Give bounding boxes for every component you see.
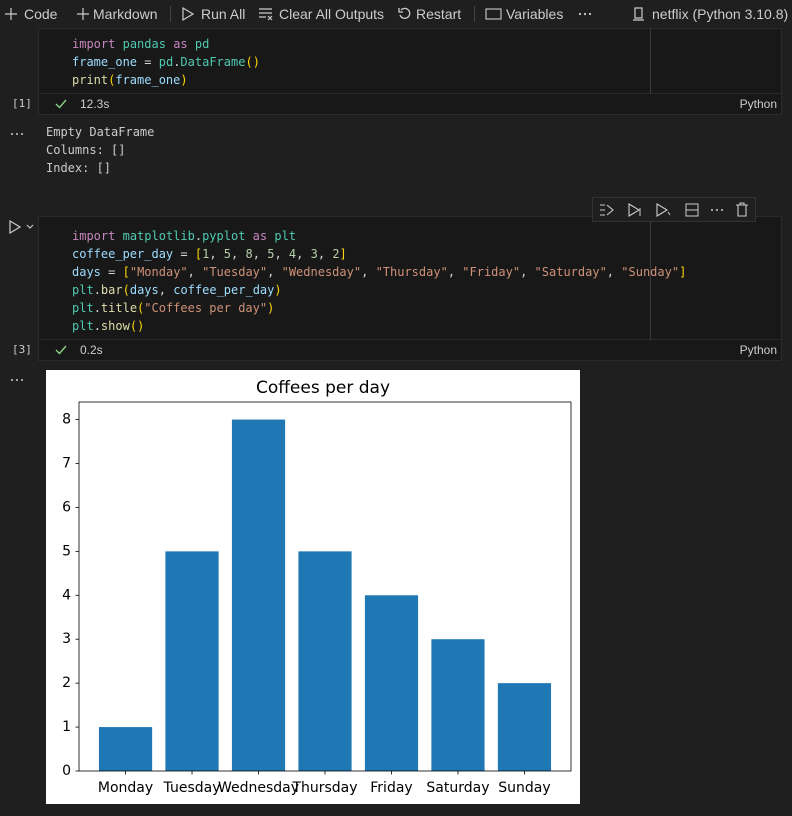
code-line: coffee_per_day = [1, 5, 8, 5, 4, 3, 2]	[72, 247, 347, 261]
clear-outputs-button[interactable]: Clear All Outputs	[279, 6, 385, 22]
variables-button[interactable]: Variables	[506, 6, 564, 22]
more-button[interactable]	[710, 208, 724, 212]
separator	[474, 6, 475, 22]
x-tick-label: Monday	[98, 780, 153, 796]
run-all-button[interactable]: Run All	[201, 6, 246, 22]
add-markdown-button[interactable]: Markdown	[93, 6, 158, 22]
success-check	[55, 99, 67, 109]
y-tick-label: 3	[62, 631, 71, 647]
code-line: import matplotlib.pyplot as plt	[72, 229, 297, 243]
restart-icon	[398, 7, 411, 19]
restart-button[interactable]: Restart	[416, 6, 462, 22]
code-line: import pandas as pd	[72, 37, 210, 51]
variables-icon	[485, 8, 502, 20]
bar	[298, 551, 352, 771]
chart-title: Coffees per day	[256, 378, 390, 398]
execution-count: [1]	[12, 97, 32, 110]
axes-frame	[78, 401, 572, 772]
cell-toolbar	[592, 197, 756, 222]
x-tick-label: Wednesday	[218, 780, 299, 796]
toolbar: Code Markdown Run All Clear All Outputs …	[0, 0, 792, 28]
x-tick-label: Tuesday	[163, 780, 221, 796]
code-editor[interactable]	[38, 216, 782, 340]
execution-time: 12.3s	[80, 97, 110, 111]
bar	[364, 595, 419, 771]
code-line: plt.bar(days, coffee_per_day)	[72, 283, 282, 297]
run-by-line-button[interactable]	[599, 202, 615, 218]
x-tick-label: Friday	[370, 780, 412, 796]
code-line: plt.show()	[72, 319, 145, 333]
cell-status-bar	[38, 340, 782, 361]
clear-icon	[259, 8, 273, 21]
plus-icon	[77, 8, 89, 20]
run-cell-button[interactable]	[8, 220, 38, 234]
output-line: Index: []	[46, 161, 112, 175]
output-menu[interactable]	[10, 378, 24, 382]
ruler	[650, 216, 651, 340]
more-icon[interactable]	[578, 12, 592, 16]
bar	[431, 639, 485, 771]
code-line: frame_one = pd.DataFrame()	[72, 55, 260, 69]
x-tick-label: Sunday	[498, 780, 550, 796]
y-tick-label: 6	[62, 499, 71, 515]
split-cell-button[interactable]	[684, 202, 700, 218]
bar	[98, 727, 153, 771]
kernel-picker[interactable]: netflix (Python 3.10.8)	[652, 6, 789, 22]
delete-cell-button[interactable]	[735, 202, 749, 218]
bar	[497, 683, 552, 771]
run-all-icon	[182, 6, 195, 22]
kernel-icon	[633, 7, 644, 21]
code-editor[interactable]	[38, 28, 782, 94]
run-above-button[interactable]	[627, 202, 643, 218]
output-menu[interactable]	[10, 132, 24, 136]
separator	[170, 6, 171, 22]
cell-language[interactable]: Python	[739, 97, 777, 111]
y-tick-label: 4	[62, 587, 71, 603]
success-check	[55, 345, 67, 355]
y-tick-label: 2	[62, 675, 71, 691]
y-tick-label: 0	[62, 763, 71, 779]
code-line: days = ["Monday", "Tuesday", "Wednesday"…	[72, 265, 687, 279]
y-tick-label: 8	[62, 412, 71, 428]
code-line: plt.title("Coffees per day")	[72, 301, 275, 315]
ruler	[650, 28, 651, 94]
cell-language[interactable]: Python	[739, 343, 777, 357]
output-line: Columns: []	[46, 143, 126, 157]
execution-count: [3]	[12, 343, 32, 356]
run-below-button[interactable]	[655, 202, 671, 218]
chart: Coffees per day Monday TuesdayWednesdayTh…	[46, 370, 580, 804]
cell-status-bar	[38, 94, 782, 115]
x-tick-label: Thursday	[291, 780, 357, 796]
execution-time: 0.2s	[80, 343, 103, 357]
bar	[165, 551, 219, 771]
plus-icon	[5, 8, 17, 20]
code-line: print(frame_one)	[72, 73, 188, 87]
add-code-button[interactable]: Code	[24, 6, 58, 22]
y-tick-label: 5	[62, 543, 71, 559]
bar	[231, 419, 286, 771]
output-line: Empty DataFrame	[46, 125, 155, 139]
x-tick-label: Saturday	[426, 780, 489, 796]
y-tick-label: 7	[62, 456, 71, 472]
y-tick-label: 1	[62, 719, 71, 735]
